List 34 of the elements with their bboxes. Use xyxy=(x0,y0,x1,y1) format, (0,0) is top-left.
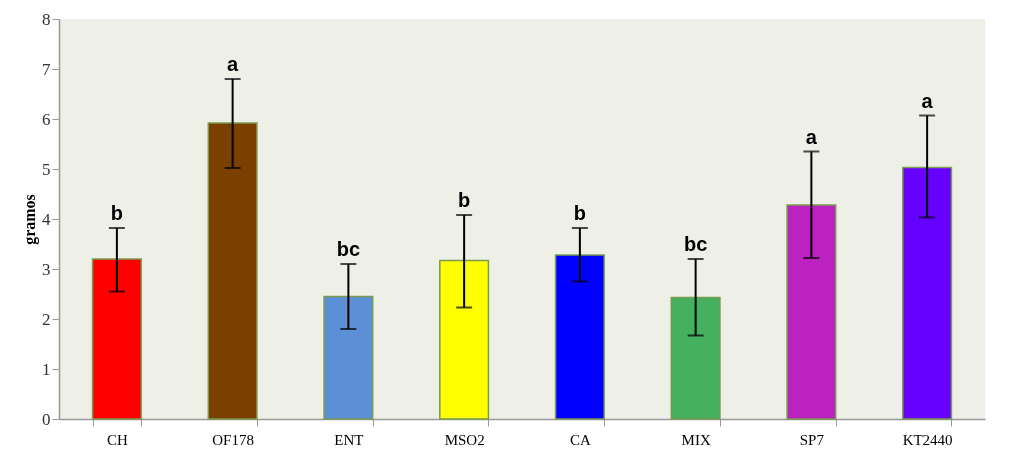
bar xyxy=(902,166,953,420)
annotation: b xyxy=(458,189,471,211)
x-tick-label: OF178 xyxy=(212,431,254,448)
annotation: a xyxy=(921,89,934,112)
x-tick-label: ENT xyxy=(334,431,364,448)
y-tick-label: 4 xyxy=(42,209,51,229)
annotation: a xyxy=(805,125,818,148)
x-tick-label: MSO2 xyxy=(444,431,485,448)
x-tick-label: CA xyxy=(569,431,591,448)
annotation: a xyxy=(227,53,240,75)
x-tick-label: SP7 xyxy=(799,431,825,448)
y-tick-label: 0 xyxy=(42,409,51,429)
x-tick-label: KT2440 xyxy=(902,431,953,448)
y-tick-label: 5 xyxy=(42,159,51,179)
bar xyxy=(91,258,142,420)
annotation: b xyxy=(573,202,586,224)
bar xyxy=(323,295,374,420)
y-axis-title: gramos xyxy=(21,194,39,245)
y-tick-label: 3 xyxy=(42,259,51,279)
y-tick-label: 7 xyxy=(42,59,51,79)
bar xyxy=(670,296,721,420)
bar xyxy=(439,259,490,420)
y-tick-label: 2 xyxy=(42,309,51,329)
annotation: bc xyxy=(336,238,361,260)
y-tick-label: 6 xyxy=(42,109,51,129)
bar xyxy=(786,204,837,420)
bar xyxy=(554,254,605,420)
y-tick-label: 8 xyxy=(42,9,51,29)
x-tick-label: CH xyxy=(106,431,128,448)
y-tick-label: 1 xyxy=(42,359,51,379)
annotation: b xyxy=(110,202,123,224)
bar xyxy=(207,122,258,420)
x-tick-label: MIX xyxy=(681,431,711,448)
annotation: bc xyxy=(683,233,708,255)
